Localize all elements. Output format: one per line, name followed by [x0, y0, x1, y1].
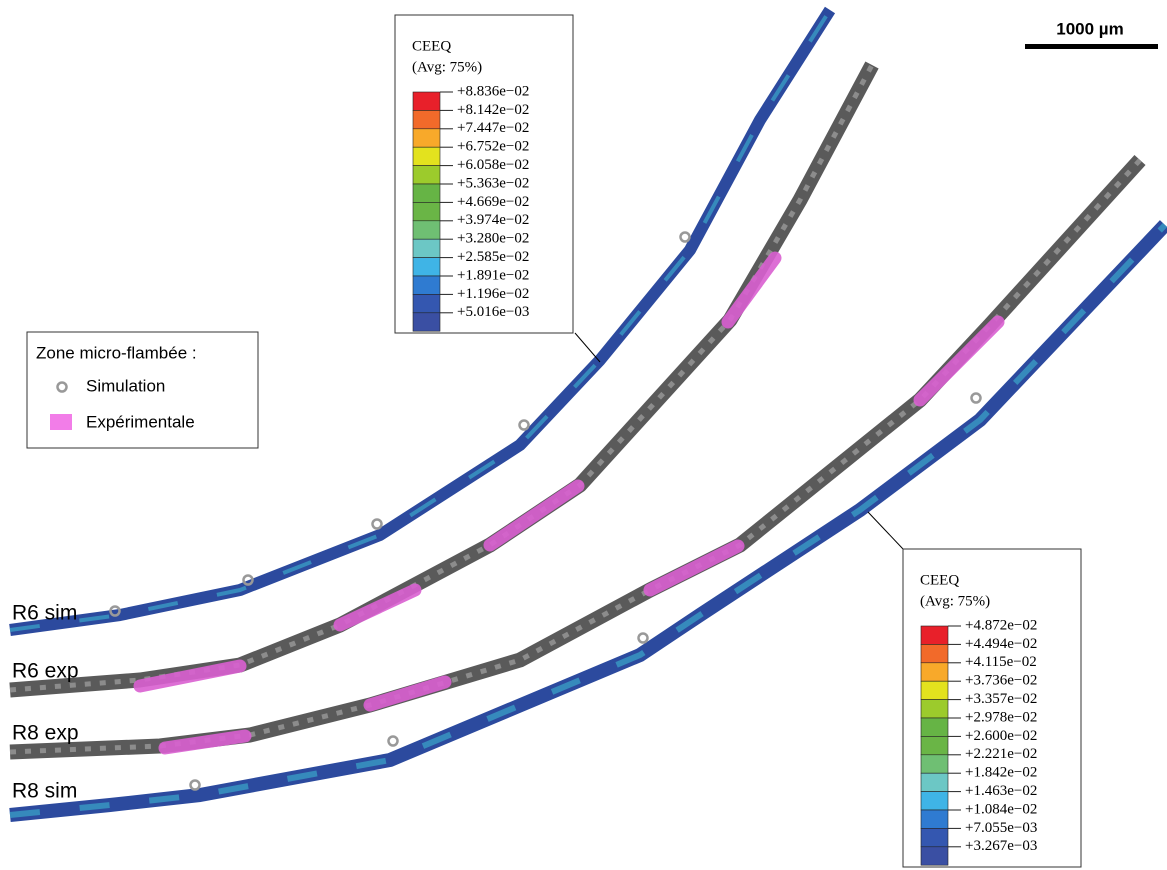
- colorbar-band: [412, 146, 441, 166]
- colorbar-band: [412, 202, 441, 222]
- colorbar-band: [412, 91, 441, 111]
- colorbar-title: CEEQ: [412, 38, 451, 54]
- legend-sim-marker: [56, 381, 68, 393]
- specimen-label: R8 exp: [12, 722, 79, 745]
- colorbar-label: +2.978e−02: [965, 709, 1037, 725]
- scale-bar: [1025, 44, 1158, 49]
- exp-fiber-texture: [9, 63, 875, 693]
- colorbar-label: +1.463e−02: [965, 783, 1037, 799]
- colorbar-band: [412, 257, 441, 277]
- scale-bar-label: 1000 µm: [1056, 19, 1123, 38]
- specimen-label: R8 sim: [12, 780, 77, 803]
- simulation-marker: [518, 419, 530, 431]
- legend-item: Simulation: [86, 376, 165, 395]
- colorbar-label: +8.142e−02: [457, 102, 529, 118]
- legend-title: Zone micro-flambée :: [36, 343, 197, 362]
- simulation-marker: [970, 392, 982, 404]
- simulation-marker: [109, 605, 121, 617]
- colorbar-band: [920, 680, 949, 700]
- colorbar-band: [920, 846, 949, 866]
- colorbar-band: [920, 754, 949, 774]
- colorbar-band: [920, 625, 949, 645]
- simulation-marker: [242, 574, 254, 586]
- colorbar-band: [920, 809, 949, 829]
- legend-item: Expérimentale: [86, 412, 195, 431]
- colorbar-band: [920, 644, 949, 664]
- colorbar-band: [412, 165, 441, 185]
- buckled-zone: [643, 539, 745, 597]
- colorbar-label: +4.115e−02: [965, 654, 1037, 670]
- colorbar-label: +4.669e−02: [457, 194, 529, 210]
- colorbar-band: [920, 791, 949, 811]
- simulation-marker: [387, 735, 399, 747]
- colorbar-label: +2.600e−02: [965, 728, 1037, 744]
- colorbar-label: +4.494e−02: [965, 636, 1037, 652]
- specimen-label: R6 exp: [12, 660, 79, 683]
- buckled-zone: [721, 251, 782, 329]
- colorbar-band: [412, 275, 441, 295]
- sim-fiber-mesh: [9, 8, 832, 632]
- colorbar-band: [412, 312, 441, 332]
- simulation-marker: [371, 518, 383, 530]
- colorbar-band: [920, 828, 949, 848]
- colorbar-label: +5.016e−03: [457, 304, 529, 320]
- colorbar-band: [412, 183, 441, 203]
- colorbar-band: [920, 699, 949, 719]
- colorbar-label: +5.363e−02: [457, 175, 529, 191]
- colorbar-label: +3.357e−02: [965, 691, 1037, 707]
- colorbar-label: +2.221e−02: [965, 746, 1037, 762]
- colorbar-band: [920, 772, 949, 792]
- colorbar-label: +4.872e−02: [965, 617, 1037, 633]
- leader-line: [574, 332, 601, 363]
- colorbar-band: [920, 717, 949, 737]
- colorbar-band: [412, 128, 441, 148]
- buckled-zone: [363, 675, 452, 712]
- buckled-zone: [333, 583, 422, 632]
- colorbar-label: +1.084e−02: [965, 801, 1037, 817]
- buckled-zone: [483, 479, 585, 552]
- colorbar-label: +2.585e−02: [457, 249, 529, 265]
- colorbars: CEEQ (Avg: 75%) +8.836e−02 +8.142e−02 +7.447…: [394, 14, 1082, 868]
- colorbar-title: CEEQ: [920, 572, 959, 588]
- colorbar-band: [412, 110, 441, 130]
- colorbar-label: +3.280e−02: [457, 231, 529, 247]
- colorbar-label: +1.842e−02: [965, 765, 1037, 781]
- simulation-marker: [679, 231, 691, 243]
- buckled-zone: [158, 729, 252, 755]
- colorbar-band: [412, 220, 441, 240]
- fibers: [9, 6, 1167, 822]
- colorbar-band: [920, 662, 949, 682]
- buckled-zone: [913, 315, 1005, 407]
- colorbar-label: +7.447e−02: [457, 120, 529, 136]
- colorbar-label: +6.752e−02: [457, 139, 529, 155]
- colorbar-subtitle: (Avg: 75%): [920, 593, 990, 609]
- legend-exp-swatch: [50, 414, 72, 430]
- colorbar-label: +3.974e−02: [457, 212, 529, 228]
- colorbar-band: [412, 238, 441, 258]
- simulation-marker: [637, 632, 649, 644]
- colorbar-label: +8.836e−02: [457, 83, 529, 99]
- colorbar-label: +3.736e−02: [965, 673, 1037, 689]
- colorbar-label: +6.058e−02: [457, 157, 529, 173]
- colorbar-band: [412, 294, 441, 314]
- colorbar-label: +1.891e−02: [457, 267, 529, 283]
- colorbar-label: +1.196e−02: [457, 286, 529, 302]
- leader-line: [867, 511, 904, 550]
- colorbar-subtitle: (Avg: 75%): [412, 59, 482, 75]
- colorbar-band: [920, 736, 949, 756]
- colorbar-label: +3.267e−03: [965, 838, 1037, 854]
- colorbar-label: +7.055e−03: [965, 820, 1037, 836]
- sim-fiber-mesh: [9, 222, 1167, 818]
- specimen-label: R6 sim: [12, 602, 77, 625]
- simulation-marker: [189, 779, 201, 791]
- buckled-zone: [133, 659, 247, 693]
